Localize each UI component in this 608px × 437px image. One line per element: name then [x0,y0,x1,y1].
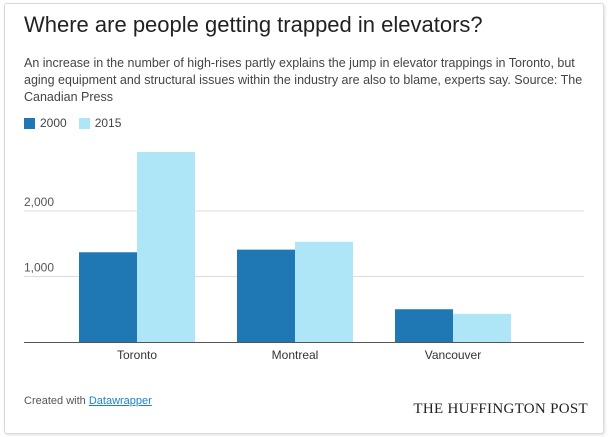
x-tick-label-toronto: Toronto [117,348,157,362]
bar-toronto-2015 [137,152,195,342]
x-tick-label-montreal: Montreal [272,348,319,362]
bar-montreal-2015 [295,241,353,342]
chart-legend: 2000 2015 [24,116,133,130]
datawrapper-link[interactable]: Datawrapper [88,395,152,407]
bar-montreal-2000 [237,249,295,342]
legend-swatch-2000 [24,117,35,129]
y-tick-label-1000: 1,000 [24,261,54,275]
created-with-label: Created with [24,395,86,407]
huffington-post-logo: THE HUFFINGTON POST [413,401,588,417]
chart-card [4,3,604,434]
legend-item-2000: 2000 [24,116,67,130]
legend-item-2015: 2015 [78,116,122,130]
bar-vancouver-2015 [453,313,511,342]
x-tick-label-vancouver: Vancouver [425,348,481,362]
chart-subtitle: An increase in the number of high-rises … [24,56,583,104]
bar-vancouver-2000 [395,309,453,342]
footer-credit: Created with Datawrapper [24,395,152,407]
chart-title: Where are people getting trapped in elev… [24,12,483,37]
legend-swatch-2015 [78,117,90,129]
legend-label-2000: 2000 [40,116,67,130]
bar-toronto-2000 [79,252,137,342]
legend-label-2015: 2015 [94,116,122,130]
y-tick-label-2000: 2,000 [24,195,54,209]
